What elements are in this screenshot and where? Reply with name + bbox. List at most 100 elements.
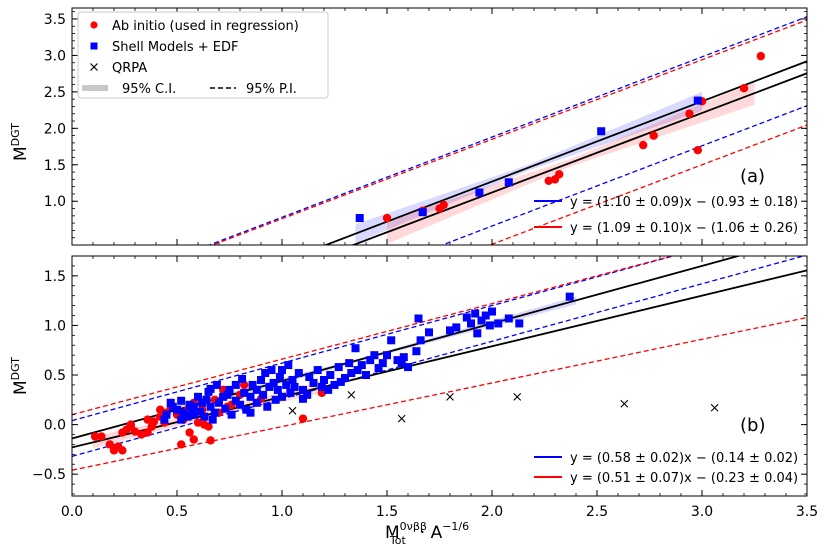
panel-b-ab-initio-point xyxy=(90,432,100,441)
panel-b-shell-model-point xyxy=(219,392,228,401)
panel-a-ab-initio-point xyxy=(649,131,658,140)
panel-b-shell-model-point xyxy=(286,388,295,397)
panel-b-shell-model-point xyxy=(299,385,307,394)
panel-b-shell-model-point xyxy=(275,372,284,381)
panel-a-label: (a) xyxy=(740,166,765,187)
x-axis-label-rest: · A xyxy=(420,523,443,543)
panel-a-ab-initio-point xyxy=(693,146,702,155)
panel-b-qrpa-point xyxy=(710,403,719,412)
panel-a-ytick-label: 1.5 xyxy=(44,158,66,174)
panel-a-ytick-label: 1.0 xyxy=(44,194,66,210)
panel-a-ytick-label: 2.5 xyxy=(44,85,66,101)
panel-b-shell-model-point xyxy=(212,380,221,389)
panel-a-shell-model-point xyxy=(693,96,702,105)
panel-b-shell-model-point xyxy=(357,361,366,370)
panel-b: 0.0 0.5 1.0 1.5 2.0 2.5 3.0 3.5 −0.5 0.0 0.5 1.0 1.5… xyxy=(9,255,818,547)
panel-b-shell-model-point xyxy=(378,359,387,368)
panel-b-ab-initio-point xyxy=(149,417,159,426)
panel-b-shell-model-point xyxy=(284,361,293,370)
panel-b-shell-model-point xyxy=(200,412,209,421)
panel-b-shell-model-point xyxy=(473,329,482,338)
panel-b-ytick-label: 0.0 xyxy=(44,418,66,434)
panel-b-xtick-label: 1.5 xyxy=(376,504,398,520)
panel-b-ytick-label: 0.5 xyxy=(44,368,66,384)
panel-a-ylabel-main: M xyxy=(11,146,31,161)
svg-text:MDGT: MDGT xyxy=(9,123,31,161)
panel-b-ab-initio-point xyxy=(97,432,106,441)
panel-b-shell-model-point xyxy=(208,415,217,424)
panel-b-xtick-label: 3.0 xyxy=(691,504,713,520)
panel-b-shell-model-point xyxy=(414,314,423,323)
panel-b-shell-model-point xyxy=(353,366,362,375)
panel-b-shell-model-point xyxy=(467,319,475,328)
panel-b-shell-model-point xyxy=(366,356,375,365)
panel-b-red-fit-label: y = (0.51 ± 0.07)x − (0.23 ± 0.04) xyxy=(570,471,798,486)
panel-b-shell-model-point xyxy=(215,398,223,407)
panel-b-shell-model-point xyxy=(194,392,202,401)
panel-b-ab-initio-point xyxy=(156,405,165,414)
panel-b-shell-model-point xyxy=(309,378,318,387)
panel-a-shell-model-point xyxy=(504,178,513,187)
panel-b-shell-model-point xyxy=(515,319,524,328)
legend: Ab initio (used in regression) Shell Mod… xyxy=(77,11,329,99)
panel-a-ab-initio-point xyxy=(739,84,749,93)
panel-b-shell-model-point xyxy=(210,408,219,417)
panel-b-shell-model-point xyxy=(168,402,177,411)
panel-b-xtick-label: 3.5 xyxy=(796,504,818,520)
panel-b-shell-model-point xyxy=(267,366,276,375)
panel-a-ab-initio-point xyxy=(756,51,765,61)
x-axis-label-sup: 0νββ xyxy=(400,520,427,533)
panel-b-shell-model-point xyxy=(336,377,345,386)
panel-b-blue-fit-label: y = (0.58 ± 0.02)x − (0.14 ± 0.02) xyxy=(570,451,798,466)
panel-b-shell-model-point xyxy=(481,311,490,320)
panel-b-shell-model-point xyxy=(173,405,181,414)
panel-b-shell-model-point xyxy=(223,390,232,399)
panel-b-pi-lower-blue xyxy=(72,256,806,457)
panel-b-shell-model-point xyxy=(305,372,314,381)
panel-b-shell-model-point xyxy=(452,323,461,332)
panel-b-ytick-label: 1.5 xyxy=(44,269,66,285)
panel-b-shell-model-point xyxy=(269,378,278,387)
panel-a-fit-legend: y = (1.10 ± 0.09)x − (0.93 ± 0.18) y = (… xyxy=(534,195,798,236)
x-axis-label-exp: −1/6 xyxy=(442,520,469,533)
panel-b-ab-initio-point xyxy=(298,414,308,423)
panel-b-shell-model-point xyxy=(162,410,171,419)
panel-b-ytick-label: 1.0 xyxy=(44,318,66,334)
panel-b-shell-model-point xyxy=(206,384,215,393)
panel-b-shell-model-point xyxy=(317,382,326,391)
panel-b-shell-model-point xyxy=(397,359,406,368)
panel-b-pi-lower-red xyxy=(72,316,807,471)
panel-a-ab-initio-point xyxy=(435,204,444,213)
panel-a-red-fit-label: y = (1.09 ± 0.10)x − (1.06 ± 0.26) xyxy=(570,221,798,236)
panel-b-plot-area xyxy=(72,256,807,471)
panel-b-shell-model-point xyxy=(278,366,286,375)
panel-a-ytick-label: 2.0 xyxy=(44,121,66,137)
panel-b-ab-initio-point xyxy=(105,440,115,449)
panel-b-shell-model-point xyxy=(425,328,433,337)
panel-b-pi-upper-blue xyxy=(72,256,676,422)
panel-b-shell-model-point xyxy=(246,408,255,417)
x-axis-label-main: M xyxy=(385,523,400,543)
panel-b-shell-model-point xyxy=(271,395,280,404)
panel-a-shell-model-point xyxy=(475,188,484,197)
panel-b-shell-model-point xyxy=(282,380,291,389)
panel-b-ab-initio-point xyxy=(118,446,127,455)
panel-b-shell-model-point xyxy=(252,398,261,407)
panel-b-shell-model-point xyxy=(477,316,486,325)
panel-b-shell-model-point xyxy=(471,309,480,318)
panel-b-shell-model-point xyxy=(183,412,192,421)
panel-b-shell-model-point xyxy=(334,363,343,372)
x-axis-label: M0νββ Tot · A−1/6 xyxy=(385,520,469,547)
panel-a-shell-model-point xyxy=(355,214,364,223)
panel-b-shell-model-point xyxy=(494,319,503,328)
panel-b-shell-model-point xyxy=(504,314,513,323)
panel-b-shell-model-point xyxy=(221,404,230,413)
legend-ab-initio-marker xyxy=(90,21,98,29)
panel-b-ab-initio-point xyxy=(126,420,135,429)
panel-a-frame xyxy=(71,7,808,246)
panel-b-shell-model-point xyxy=(189,402,198,411)
panel-b-shell-model-point xyxy=(206,402,215,411)
panel-b-shell-model-point xyxy=(393,356,402,365)
panel-b-ab-initio-point xyxy=(185,428,194,437)
legend-pi-label: 95% P.I. xyxy=(246,82,297,97)
